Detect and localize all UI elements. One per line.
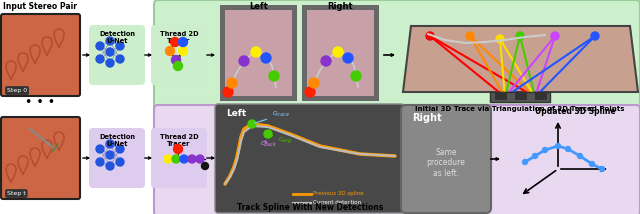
Text: Track Spline With New Detections: Track Spline With New Detections bbox=[237, 203, 383, 212]
Text: Initial 3D Trace via Triangulation of 2D Traced Points: Initial 3D Trace via Triangulation of 2D… bbox=[415, 106, 625, 112]
Circle shape bbox=[223, 87, 233, 97]
FancyBboxPatch shape bbox=[215, 104, 404, 213]
Text: $c_{avg}$: $c_{avg}$ bbox=[271, 135, 292, 146]
Text: Right: Right bbox=[328, 2, 353, 11]
Text: • • •: • • • bbox=[25, 95, 55, 108]
Bar bbox=[535, 93, 547, 100]
Text: Detection
U-Net: Detection U-Net bbox=[99, 134, 135, 147]
Circle shape bbox=[543, 147, 547, 153]
Bar bbox=[302, 5, 379, 101]
Text: Left: Left bbox=[226, 109, 246, 118]
Circle shape bbox=[248, 120, 256, 128]
Circle shape bbox=[351, 71, 361, 81]
Polygon shape bbox=[403, 26, 638, 92]
Circle shape bbox=[556, 144, 561, 149]
Circle shape bbox=[261, 53, 271, 63]
FancyBboxPatch shape bbox=[154, 105, 640, 214]
FancyBboxPatch shape bbox=[1, 117, 80, 199]
Text: Previous 3D spline: Previous 3D spline bbox=[313, 192, 364, 196]
Circle shape bbox=[343, 53, 353, 63]
Circle shape bbox=[600, 166, 605, 171]
Text: Thread 2D
Tracer: Thread 2D Tracer bbox=[160, 134, 198, 147]
Text: Right: Right bbox=[412, 113, 442, 123]
Circle shape bbox=[566, 147, 570, 152]
Circle shape bbox=[180, 155, 188, 163]
FancyBboxPatch shape bbox=[89, 128, 145, 188]
Circle shape bbox=[591, 32, 599, 40]
Circle shape bbox=[172, 55, 180, 64]
Circle shape bbox=[589, 162, 595, 166]
Circle shape bbox=[516, 32, 524, 40]
Circle shape bbox=[239, 56, 249, 66]
Text: Step t: Step t bbox=[7, 191, 26, 196]
Circle shape bbox=[269, 71, 279, 81]
Circle shape bbox=[106, 37, 114, 45]
Circle shape bbox=[577, 153, 582, 159]
Circle shape bbox=[172, 155, 180, 163]
FancyBboxPatch shape bbox=[1, 14, 80, 96]
Text: $c_{trace}$: $c_{trace}$ bbox=[255, 110, 291, 123]
Circle shape bbox=[96, 42, 104, 50]
Text: Detection
U-Net: Detection U-Net bbox=[99, 31, 135, 44]
Bar bbox=[307, 10, 374, 96]
Bar bbox=[495, 93, 507, 100]
Circle shape bbox=[305, 87, 315, 97]
Text: Step 0: Step 0 bbox=[7, 88, 27, 93]
Circle shape bbox=[251, 47, 261, 57]
Circle shape bbox=[426, 32, 434, 40]
FancyBboxPatch shape bbox=[151, 25, 207, 85]
Circle shape bbox=[333, 47, 343, 57]
Circle shape bbox=[309, 78, 319, 88]
Bar bbox=[490, 92, 550, 102]
Circle shape bbox=[227, 78, 237, 88]
Circle shape bbox=[106, 59, 114, 67]
FancyBboxPatch shape bbox=[401, 105, 491, 213]
Circle shape bbox=[202, 162, 209, 169]
Circle shape bbox=[196, 155, 204, 163]
Circle shape bbox=[106, 162, 114, 170]
Text: Left: Left bbox=[249, 2, 268, 11]
Text: Input Stereo Pair: Input Stereo Pair bbox=[3, 2, 77, 11]
FancyBboxPatch shape bbox=[89, 25, 145, 85]
Text: Same
procedure
as left.: Same procedure as left. bbox=[427, 148, 465, 178]
Circle shape bbox=[166, 46, 175, 55]
Circle shape bbox=[179, 46, 188, 55]
Circle shape bbox=[179, 37, 188, 46]
Circle shape bbox=[106, 140, 114, 148]
Circle shape bbox=[466, 32, 474, 40]
Circle shape bbox=[116, 145, 124, 153]
Circle shape bbox=[96, 55, 104, 63]
Bar bbox=[515, 93, 527, 100]
Circle shape bbox=[106, 151, 114, 159]
Text: $c_{back}$: $c_{back}$ bbox=[260, 140, 278, 149]
Circle shape bbox=[532, 153, 538, 159]
Text: Current detection: Current detection bbox=[313, 201, 361, 205]
Circle shape bbox=[116, 158, 124, 166]
Circle shape bbox=[106, 48, 114, 56]
FancyBboxPatch shape bbox=[151, 128, 207, 188]
Text: Thread 2D
Tracer: Thread 2D Tracer bbox=[160, 31, 198, 44]
Circle shape bbox=[522, 159, 527, 165]
Circle shape bbox=[173, 61, 182, 70]
Circle shape bbox=[173, 144, 182, 153]
Circle shape bbox=[188, 155, 196, 163]
Circle shape bbox=[116, 42, 124, 50]
Circle shape bbox=[496, 35, 504, 43]
Circle shape bbox=[164, 155, 172, 163]
Bar bbox=[220, 5, 297, 101]
Bar bbox=[225, 10, 292, 96]
FancyBboxPatch shape bbox=[154, 0, 640, 110]
Circle shape bbox=[116, 55, 124, 63]
Circle shape bbox=[96, 145, 104, 153]
Circle shape bbox=[321, 56, 331, 66]
Text: Updated 3D Spline: Updated 3D Spline bbox=[534, 107, 615, 116]
Circle shape bbox=[96, 158, 104, 166]
Circle shape bbox=[170, 37, 179, 46]
Circle shape bbox=[264, 130, 272, 138]
Circle shape bbox=[551, 32, 559, 40]
